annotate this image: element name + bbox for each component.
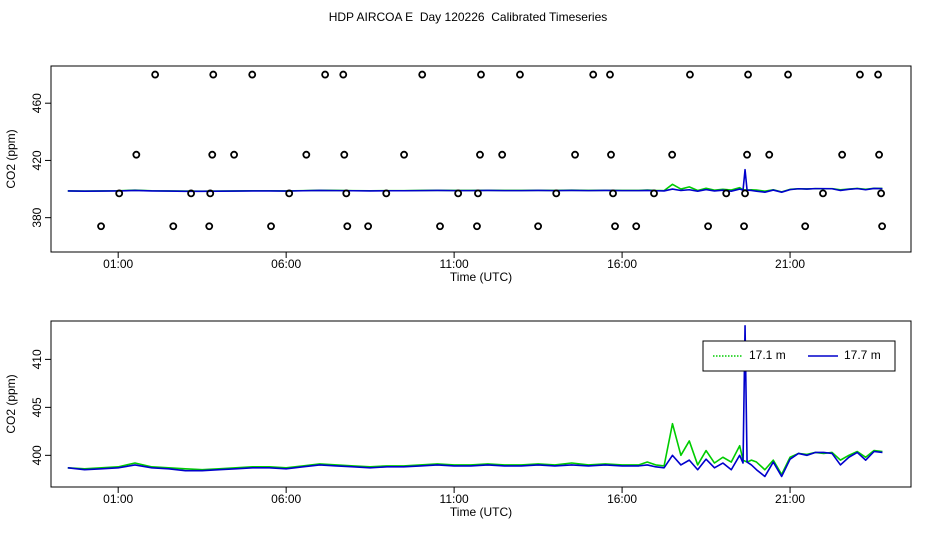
calibration-point <box>609 189 617 198</box>
y-axis-label: CO2 (ppm) <box>4 129 18 188</box>
data-line <box>67 422 883 476</box>
calibration-point <box>632 222 641 231</box>
x-tick-label: 11:00 <box>440 492 469 506</box>
calibration-point <box>340 150 349 159</box>
chart-title: HDP AIRCOA E Day 120226 Calibrated Times… <box>329 10 608 24</box>
calibration-point <box>436 222 444 231</box>
plot-frame <box>50 320 912 488</box>
legend-label: 17.1 m <box>749 348 786 362</box>
calibration-point <box>169 222 178 231</box>
calibration-point <box>611 222 619 231</box>
data-line <box>67 168 883 193</box>
calibration-point <box>534 222 543 231</box>
calibration-point <box>784 70 792 79</box>
calibration-point <box>208 150 217 159</box>
calibration-point <box>151 70 160 79</box>
legend-label: 17.7 m <box>844 348 881 362</box>
x-tick-label: 06:00 <box>271 257 301 271</box>
y-tick-label: 420 <box>30 150 44 170</box>
calibration-point <box>343 222 352 231</box>
calibration-point <box>285 189 294 198</box>
x-tick-label: 06:00 <box>271 492 301 506</box>
x-axis-label: Time (UTC) <box>450 505 512 519</box>
calibration-point <box>571 150 579 159</box>
calibration-point <box>498 150 507 159</box>
calibration-point <box>418 70 427 79</box>
calibration-point <box>668 150 677 159</box>
calibration-point <box>267 222 275 231</box>
calibration-point <box>187 189 195 198</box>
calibration-point <box>205 222 214 231</box>
y-tick-label: 400 <box>30 445 44 465</box>
calibration-point <box>743 150 751 159</box>
calibration-point <box>819 189 827 198</box>
calibration-point <box>744 70 752 79</box>
x-axis-label: Time (UTC) <box>450 270 512 284</box>
calibration-point <box>209 70 218 79</box>
calibration-point <box>230 150 238 159</box>
calibration-point <box>740 222 748 231</box>
x-tick-label: 01:00 <box>103 257 133 271</box>
calibration-point <box>382 189 391 198</box>
calibration-point <box>801 222 810 231</box>
y-axis-label: CO2 (ppm) <box>4 374 18 433</box>
calibration-point <box>878 222 887 231</box>
plot-frame <box>50 65 912 253</box>
calibration-point <box>686 70 694 79</box>
calibration-point <box>115 189 124 198</box>
calibration-point <box>400 150 408 159</box>
calibration-point <box>473 222 481 231</box>
calibration-point <box>875 150 883 159</box>
x-tick-label: 11:00 <box>440 257 469 271</box>
data-line <box>67 325 883 478</box>
x-tick-label: 01:00 <box>103 492 133 506</box>
calibration-point <box>342 189 351 198</box>
x-tick-label: 21:00 <box>775 257 805 271</box>
calibration-point <box>516 70 524 79</box>
calibration-point <box>302 150 311 159</box>
y-tick-label: 380 <box>30 207 44 227</box>
calibration-point <box>454 189 463 198</box>
calibration-point <box>339 70 348 79</box>
x-tick-label: 16:00 <box>607 492 637 506</box>
x-tick-label: 21:00 <box>775 492 805 506</box>
calibration-point <box>477 70 485 79</box>
calibration-point <box>874 70 882 79</box>
calibration-point <box>704 222 712 231</box>
calibration-point <box>856 70 864 79</box>
calibration-point <box>364 222 373 231</box>
y-tick-label: 405 <box>30 397 44 417</box>
y-tick-label: 460 <box>30 93 44 113</box>
calibration-point <box>838 150 847 159</box>
calibration-point <box>321 70 330 79</box>
calibration-point <box>607 150 615 159</box>
calibration-point <box>97 222 105 231</box>
x-tick-label: 16:00 <box>607 257 637 271</box>
calibration-point <box>589 70 598 79</box>
y-tick-label: 410 <box>30 349 44 369</box>
calibration-point <box>206 189 215 198</box>
calibration-point <box>722 189 731 198</box>
calibration-point <box>552 189 561 198</box>
calibration-point <box>741 189 749 198</box>
calibration-point <box>606 70 614 79</box>
calibration-point <box>248 70 257 79</box>
calibration-point <box>650 189 658 198</box>
calibration-point <box>132 150 141 159</box>
calibration-point <box>877 189 886 198</box>
calibration-point <box>474 189 482 198</box>
calibration-point <box>765 150 774 159</box>
calibration-point <box>476 150 484 159</box>
